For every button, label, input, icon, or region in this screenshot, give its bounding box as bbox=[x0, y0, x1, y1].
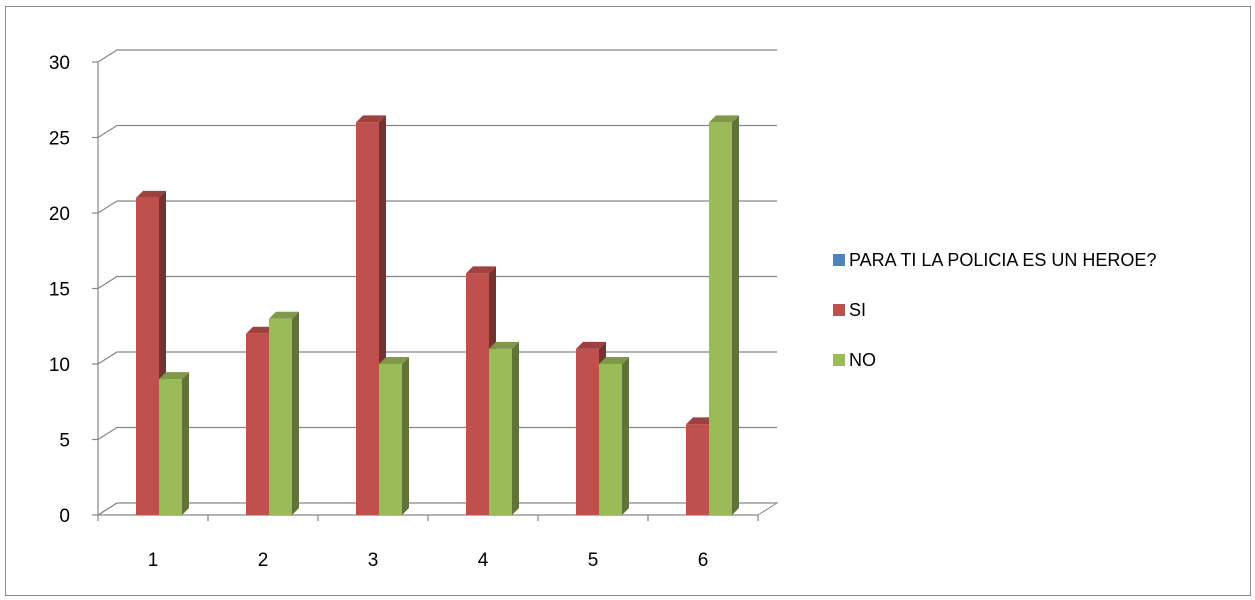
bar-top bbox=[379, 357, 409, 364]
bar-top bbox=[356, 115, 386, 123]
y-tick-labels: 0 5 10 15 20 25 30 bbox=[49, 53, 70, 527]
bar-front bbox=[356, 122, 379, 516]
legend-label: SI bbox=[849, 300, 866, 320]
bar-front bbox=[159, 379, 182, 515]
bar-side bbox=[402, 357, 409, 515]
x-tick-label: 1 bbox=[148, 550, 159, 571]
bar-side bbox=[622, 357, 629, 515]
bar-front bbox=[599, 364, 622, 515]
x-tick-label: 4 bbox=[478, 550, 489, 571]
gridline bbox=[97, 275, 777, 290]
bar-front bbox=[136, 197, 159, 515]
y-tick-label: 15 bbox=[49, 280, 70, 301]
legend: PARA TI LA POLICIA ES UN HEROE? SI NO bbox=[833, 250, 1156, 370]
y-tick-label: 10 bbox=[49, 355, 70, 376]
legend-label: PARA TI LA POLICIA ES UN HEROE? bbox=[849, 250, 1156, 270]
bar-top bbox=[246, 326, 276, 334]
y-tick-label: 30 bbox=[49, 53, 70, 74]
bar-front bbox=[489, 348, 512, 515]
chart-walls bbox=[96, 502, 779, 516]
legend-swatch bbox=[833, 254, 845, 266]
bar-side bbox=[732, 115, 739, 516]
bar-front bbox=[686, 424, 709, 515]
bar-no bbox=[709, 115, 739, 516]
bar-top bbox=[159, 372, 189, 380]
x-tick-label: 3 bbox=[368, 550, 379, 571]
bar-no bbox=[379, 357, 409, 515]
bar-front bbox=[576, 348, 599, 515]
bar-no bbox=[269, 311, 299, 515]
legend-swatch bbox=[833, 304, 845, 316]
bar-front bbox=[466, 273, 489, 515]
gridline bbox=[97, 426, 777, 441]
bar-no bbox=[489, 341, 519, 515]
bar-front bbox=[709, 122, 732, 516]
chart-floor bbox=[96, 502, 779, 516]
x-tick-labels: 1 2 3 4 5 6 bbox=[148, 550, 709, 571]
bar-front bbox=[246, 333, 269, 515]
bar-top bbox=[136, 190, 166, 198]
bar-side bbox=[182, 372, 189, 515]
bar-side bbox=[292, 311, 299, 515]
y-tick-label: 20 bbox=[49, 204, 70, 225]
gridline bbox=[97, 49, 777, 63]
gridline bbox=[97, 200, 777, 214]
x-tick-label: 5 bbox=[588, 550, 599, 571]
gridline bbox=[97, 351, 777, 365]
bar-top bbox=[686, 417, 716, 425]
gridline bbox=[97, 502, 777, 516]
x-tick-label: 6 bbox=[698, 550, 709, 571]
bar-front bbox=[269, 318, 292, 515]
gridline bbox=[97, 124, 777, 139]
bar-side bbox=[512, 341, 519, 515]
legend-swatch bbox=[833, 354, 845, 366]
y-tick-label: 25 bbox=[49, 129, 70, 150]
bar-top bbox=[489, 341, 519, 349]
gridlines bbox=[97, 49, 777, 516]
legend-label: NO bbox=[849, 350, 876, 370]
bar-top bbox=[599, 357, 629, 364]
y-tick-label: 5 bbox=[59, 431, 70, 452]
bar-no bbox=[599, 357, 629, 515]
y-tick-label: 0 bbox=[59, 506, 70, 527]
bar-top bbox=[466, 266, 496, 274]
axes bbox=[92, 61, 759, 521]
bar-no bbox=[159, 372, 189, 515]
bar-top bbox=[269, 311, 299, 319]
bar-top bbox=[576, 341, 606, 349]
x-tick-label: 2 bbox=[258, 550, 269, 571]
bars bbox=[136, 115, 739, 516]
bar-front bbox=[379, 364, 402, 515]
bar-top bbox=[709, 115, 739, 123]
